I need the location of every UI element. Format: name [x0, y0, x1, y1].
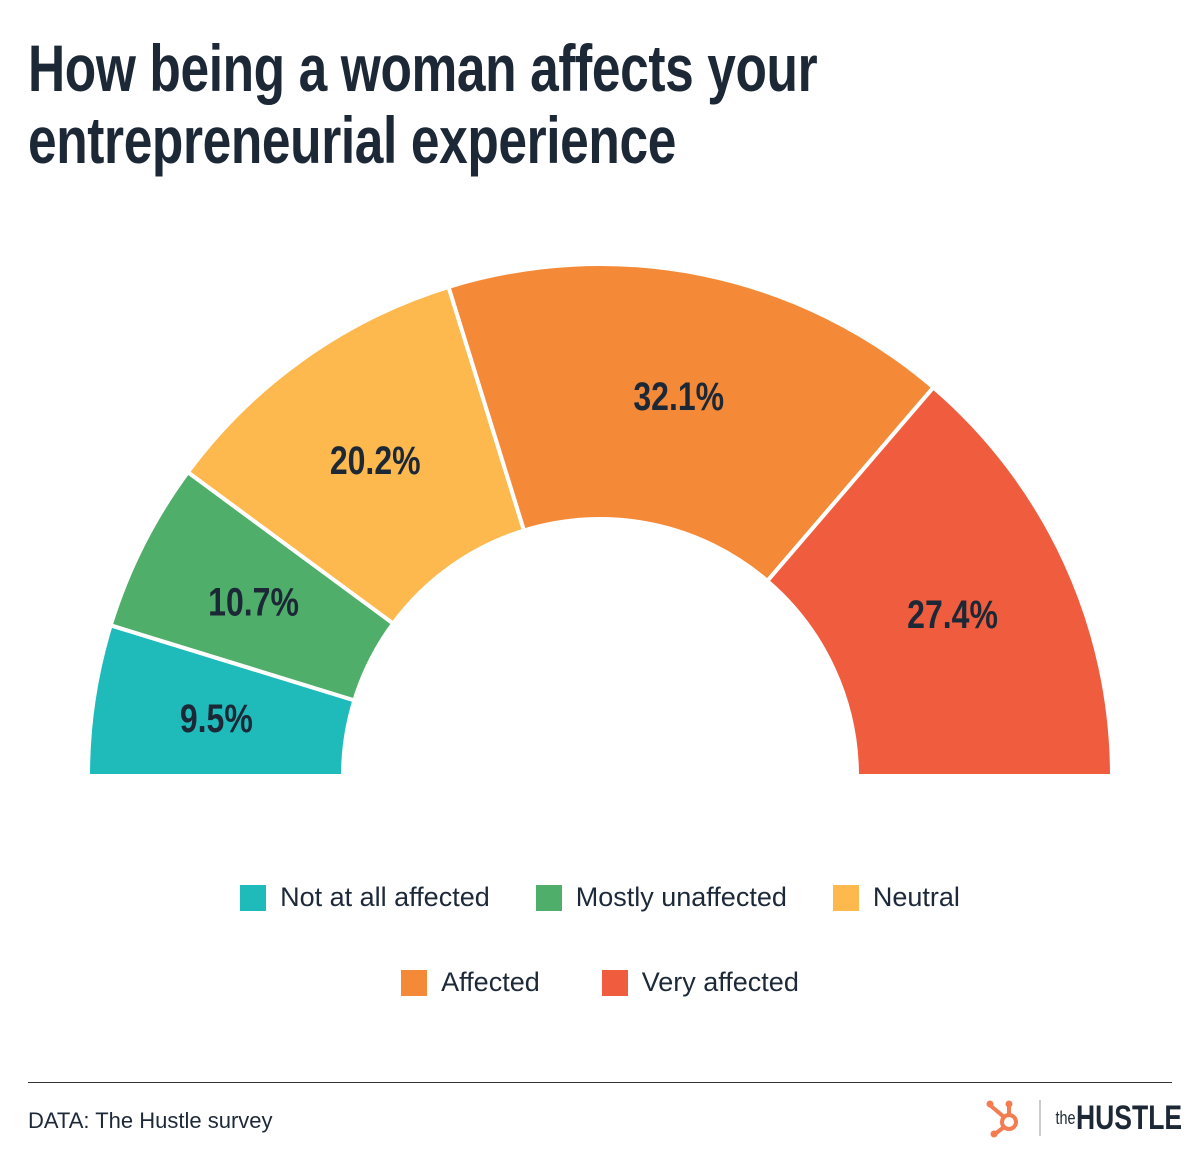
legend-item: Mostly unaffected	[535, 882, 787, 913]
source-note: DATA: The Hustle survey	[28, 1108, 273, 1133]
legend-label: Affected	[441, 967, 540, 997]
footer-divider	[28, 1082, 1172, 1083]
logo-separator	[1039, 1100, 1041, 1136]
legend-item: Neutral	[832, 882, 960, 913]
legend-item: Very affected	[601, 967, 799, 998]
legend-row-2: Affected Very affected	[0, 967, 1200, 998]
legend-item: Affected	[401, 967, 540, 998]
legend-label: Neutral	[872, 882, 960, 912]
data-label: 10.7%	[208, 579, 299, 624]
logo-hustle: HUSTLE	[1076, 1098, 1183, 1137]
data-label: 27.4%	[907, 592, 998, 637]
legend-row-1: Not at all affected Mostly unaffected Ne…	[0, 882, 1200, 913]
legend-item: Not at all affected	[240, 882, 490, 913]
slice-neutral	[185, 284, 526, 626]
the-hustle-logo: the HUSTLE	[985, 1098, 1200, 1138]
slice-very-affected	[765, 385, 1114, 778]
slice-affected	[446, 262, 936, 583]
legend-swatch	[240, 884, 267, 911]
title-line-2: entrepreneurial experience	[28, 103, 676, 177]
legend-label: Not at all affected	[280, 882, 490, 912]
data-label: 9.5%	[180, 696, 253, 741]
chart-title: How being a woman affects your entrepren…	[28, 31, 818, 177]
logo-the: the	[1055, 1107, 1076, 1128]
legend-swatch	[832, 884, 859, 911]
legend-label: Mostly unaffected	[575, 882, 787, 912]
legend-swatch	[535, 884, 562, 911]
title-line-1: How being a woman affects your	[28, 31, 818, 105]
legend-label: Very affected	[641, 967, 799, 997]
legend-swatch	[601, 969, 628, 996]
data-label: 20.2%	[330, 437, 421, 482]
legend-swatch	[401, 969, 428, 996]
data-label: 32.1%	[633, 374, 724, 419]
hubspot-sprocket-icon	[986, 1100, 1018, 1138]
